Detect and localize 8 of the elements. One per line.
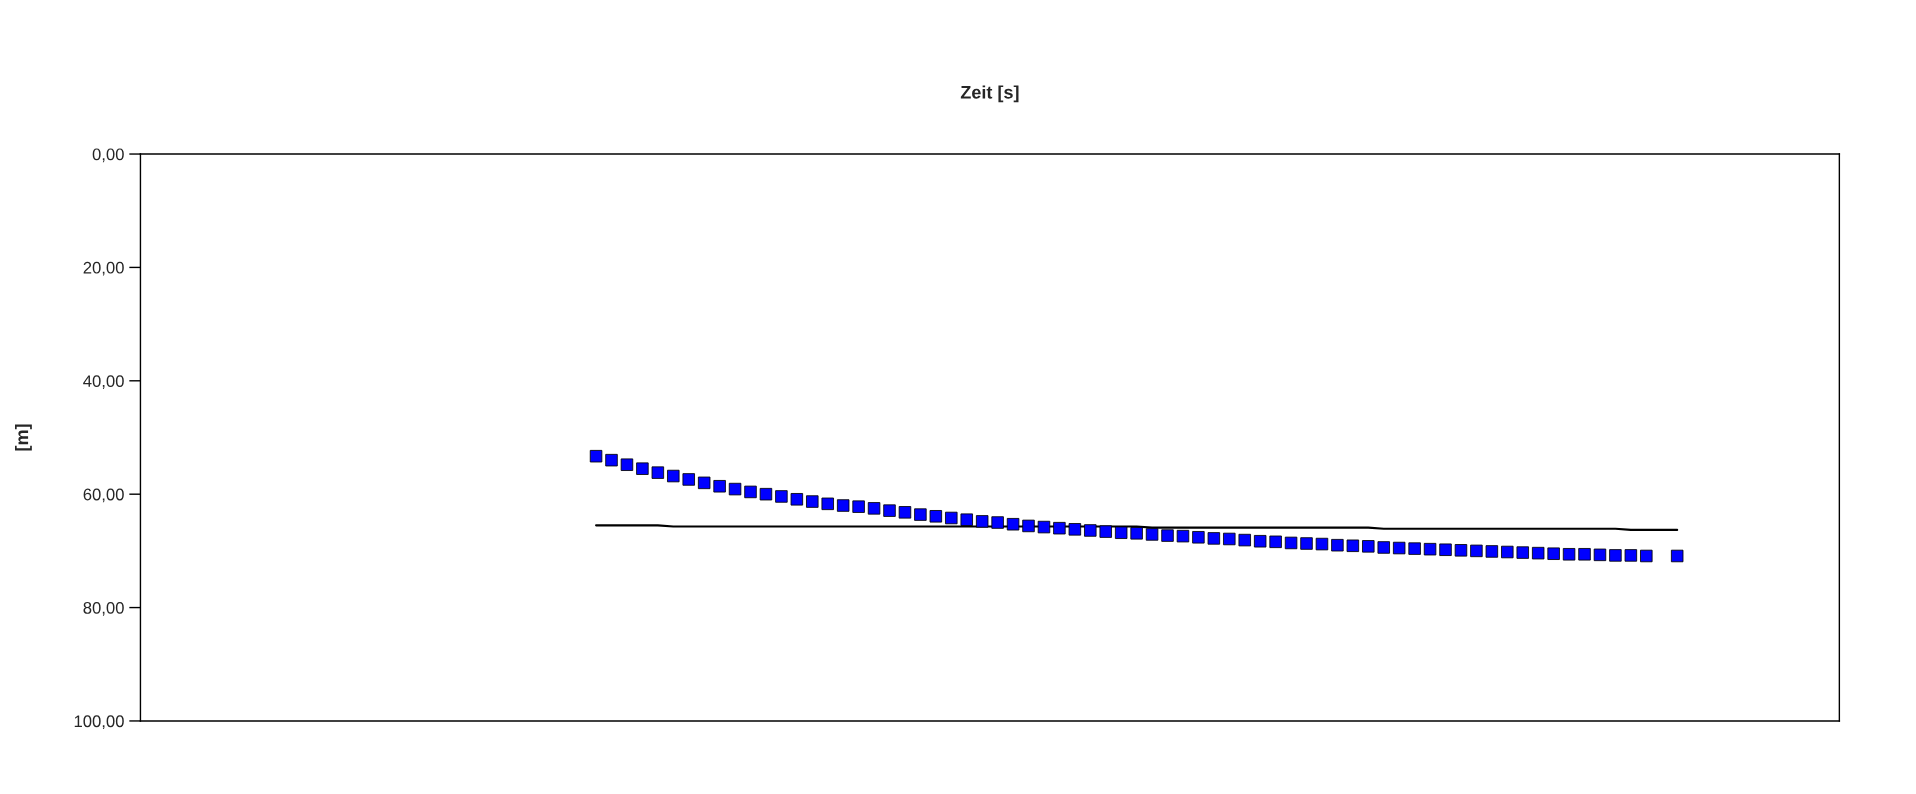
y-tick-label: 100,00	[74, 715, 124, 730]
y-tick-label: 60,00	[83, 488, 124, 503]
x-axis-title: Zeit [s]	[960, 85, 1019, 103]
y-axis-title: [m]	[15, 424, 32, 451]
y-tick-label: 20,00	[83, 261, 124, 276]
y-tick-label: 40,00	[83, 375, 124, 389]
y-tick-label: 0,00	[92, 148, 124, 163]
y-tick-label: 80,00	[83, 601, 124, 616]
